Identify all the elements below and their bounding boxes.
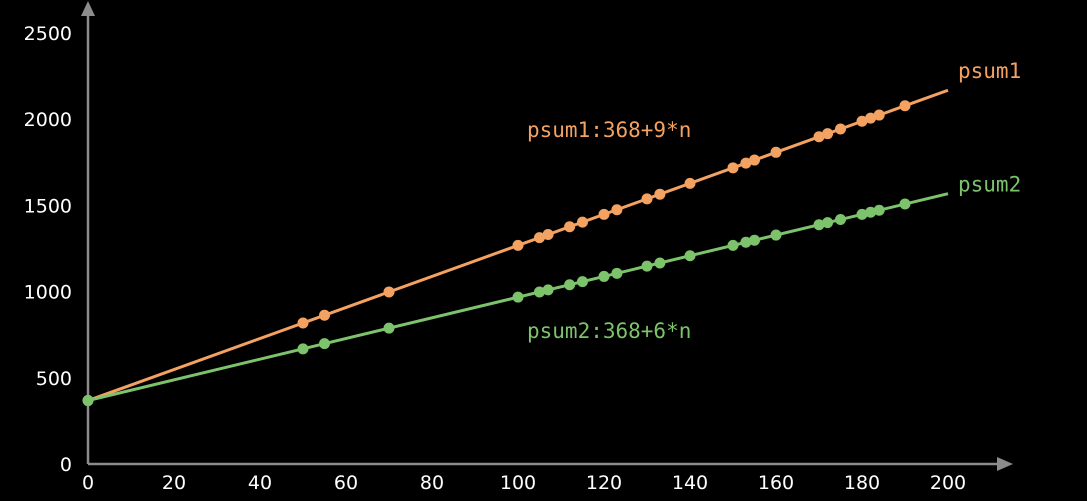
psum2-point: [822, 217, 834, 229]
psum1-point: [813, 131, 825, 143]
y-tick-label: 2500: [24, 23, 72, 45]
x-tick-label: 120: [586, 472, 622, 494]
psum2-point: [813, 219, 825, 231]
x-tick-label: 60: [334, 472, 358, 494]
psum1-point: [749, 154, 760, 166]
psum1-point: [684, 177, 696, 189]
psum2-formula-label: psum2:368+6*n: [527, 319, 691, 343]
psum2-point: [542, 284, 554, 296]
x-axis-arrow: [997, 457, 1013, 471]
x-tick-label: 40: [248, 472, 272, 494]
psum2-point: [873, 204, 885, 216]
psum2-point: [727, 239, 739, 251]
psum2-point: [740, 236, 752, 248]
psum2-point: [770, 229, 782, 241]
psum1-point: [873, 109, 885, 121]
psum1-point: [835, 123, 846, 135]
x-tick-label: 0: [82, 472, 94, 494]
psum1-end-label: psum1: [958, 59, 1021, 83]
psum2-point: [297, 343, 309, 355]
psum1-point: [383, 286, 395, 298]
psum1-point: [856, 115, 868, 127]
psum2-end-label: psum2: [958, 173, 1021, 197]
psum2-point: [899, 198, 911, 210]
psum1-point: [865, 112, 877, 124]
psum1-point: [770, 146, 782, 158]
psum2-point: [684, 250, 696, 262]
psum2-point: [835, 214, 846, 226]
psum2-point: [534, 286, 545, 298]
x-tick-label: 80: [420, 472, 444, 494]
psum1-point: [598, 208, 610, 220]
psum1-point: [297, 317, 309, 329]
x-tick-label: 200: [930, 472, 966, 494]
psum2-point: [598, 270, 610, 282]
psum2-point: [82, 395, 94, 407]
psum2-point: [512, 291, 524, 303]
axes: [81, 1, 1013, 471]
psum1-point: [822, 128, 834, 140]
psum2-point: [319, 338, 330, 350]
psum2-point: [856, 208, 868, 220]
x-tick-label: 180: [844, 472, 880, 494]
psum2-point: [865, 206, 877, 218]
x-tick-label: 100: [500, 472, 536, 494]
psum1-point: [654, 188, 666, 200]
psum2-point: [654, 257, 666, 269]
psum1-point: [534, 232, 545, 244]
y-tick-label: 1500: [24, 195, 72, 217]
psum1-point: [611, 204, 623, 216]
y-tick-label: 1000: [24, 282, 72, 304]
psum1-point: [740, 157, 752, 169]
series-labels: psum1 psum1:368+9*n psum2 psum2:368+6*n: [527, 59, 1021, 343]
psum2-point: [749, 234, 760, 246]
y-axis-arrow: [81, 1, 95, 16]
x-tick-label: 160: [758, 472, 794, 494]
psum1-point: [577, 216, 588, 228]
psum1-point: [542, 229, 554, 241]
tick-labels: 0 20 40 60 80 100 120 140 160 180 2000500100015002…: [24, 23, 966, 494]
psum2-point: [564, 279, 576, 291]
x-tick-label: 20: [162, 472, 186, 494]
psum2-point: [641, 260, 653, 272]
series-points: [82, 100, 911, 407]
psum2-point: [611, 267, 623, 279]
psum1-point: [727, 162, 739, 174]
psum1-point: [319, 309, 330, 321]
psum2-point: [577, 276, 588, 288]
y-tick-label: 0: [60, 454, 72, 476]
x-tick-label: 140: [672, 472, 708, 494]
psum1-formula-label: psum1:368+9*n: [527, 118, 691, 142]
psum1-point: [641, 193, 653, 205]
y-tick-label: 2000: [24, 109, 72, 131]
psum1-point: [512, 239, 524, 251]
y-tick-label: 500: [36, 368, 72, 390]
psum1-point: [899, 100, 911, 112]
psum1-point: [564, 221, 576, 233]
psum2-point: [383, 322, 395, 334]
